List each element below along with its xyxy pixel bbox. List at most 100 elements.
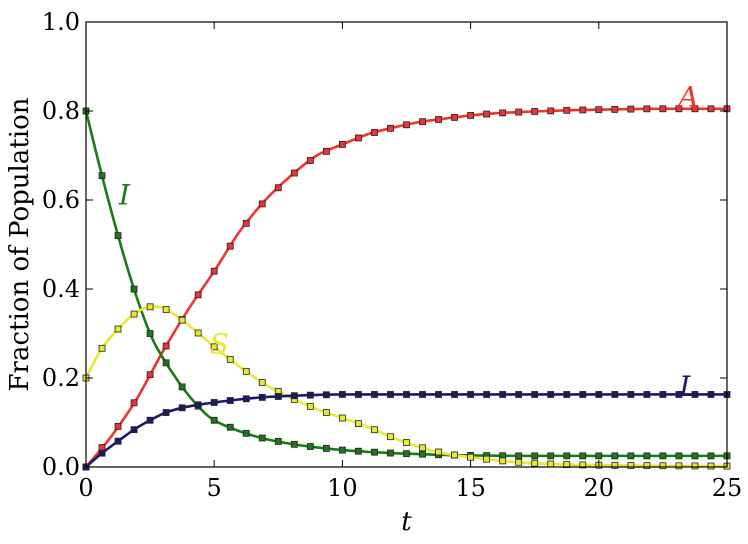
- data-point-a: [659, 105, 667, 113]
- data-point-a: [707, 105, 715, 113]
- data-point-s: [178, 316, 186, 324]
- data-point-l: [499, 391, 507, 398]
- data-point-s: [419, 444, 426, 452]
- data-point-a: [194, 291, 202, 299]
- data-point-s: [547, 460, 555, 468]
- data-point-l: [130, 426, 138, 434]
- data-point-l: [371, 391, 378, 398]
- data-point-i: [338, 446, 346, 454]
- series-line-a: [84, 107, 727, 468]
- data-point-s: [194, 329, 202, 337]
- data-point-a: [643, 105, 651, 113]
- data-point-a: [306, 157, 314, 164]
- data-point-i: [707, 452, 715, 460]
- data-point-s: [579, 461, 587, 469]
- y-tick-label: 0.8: [42, 97, 80, 125]
- series-label-a: A: [675, 81, 698, 114]
- data-point-i: [563, 452, 571, 460]
- data-point-l: [338, 391, 346, 398]
- axis-ticks: [85, 21, 728, 468]
- y-tick-label: 0.6: [42, 186, 80, 214]
- data-point-i: [258, 434, 266, 442]
- data-point-a: [451, 113, 458, 121]
- data-point-s: [387, 433, 394, 441]
- series-markers-a: [82, 105, 731, 471]
- data-point-l: [707, 391, 715, 398]
- data-point-l: [242, 395, 250, 403]
- x-tick-label: 15: [455, 474, 486, 502]
- series-markers: [82, 105, 731, 471]
- data-point-i: [226, 423, 234, 431]
- data-point-l: [483, 391, 491, 398]
- data-point-l: [146, 416, 154, 424]
- data-point-a: [435, 116, 442, 123]
- data-point-s: [483, 455, 491, 463]
- data-point-i: [355, 447, 362, 455]
- data-point-a: [274, 184, 282, 192]
- data-point-a: [210, 267, 218, 275]
- data-point-a: [114, 422, 122, 430]
- data-point-a: [322, 147, 330, 155]
- x-tick-label: 10: [327, 474, 358, 502]
- data-point-l: [226, 397, 234, 404]
- data-point-i: [547, 452, 555, 460]
- series-markers-s: [82, 303, 731, 470]
- data-point-a: [146, 371, 154, 379]
- data-point-a: [579, 106, 587, 114]
- data-point-l: [451, 391, 458, 398]
- data-point-a: [627, 105, 635, 113]
- plot-frame: [85, 21, 728, 468]
- data-point-s: [130, 310, 138, 318]
- data-point-i: [210, 416, 218, 424]
- data-point-s: [467, 453, 475, 461]
- data-point-i: [274, 438, 282, 445]
- data-point-a: [691, 105, 699, 113]
- data-point-i: [531, 452, 539, 460]
- data-point-l: [194, 401, 202, 409]
- data-point-l: [659, 391, 667, 398]
- data-point-i: [643, 452, 651, 460]
- data-point-i: [290, 440, 298, 448]
- data-point-a: [515, 108, 523, 116]
- data-point-s: [451, 451, 458, 459]
- series-label-i: I: [118, 179, 131, 212]
- data-point-i: [242, 429, 250, 437]
- data-point-l: [162, 409, 170, 416]
- data-point-i: [114, 232, 122, 240]
- series-line-s: [84, 305, 728, 468]
- data-point-a: [483, 110, 491, 118]
- data-point-l: [547, 391, 555, 398]
- x-tick-label: 5: [207, 474, 222, 502]
- data-point-i: [595, 452, 603, 460]
- data-point-l: [595, 391, 603, 398]
- data-point-a: [499, 109, 507, 117]
- data-point-l: [178, 404, 186, 412]
- series-labels: A I S L: [118, 81, 699, 403]
- data-point-i: [98, 172, 106, 180]
- data-point-a: [98, 444, 106, 451]
- data-point-l: [467, 391, 475, 398]
- data-point-i: [611, 452, 619, 460]
- data-point-s: [531, 459, 539, 467]
- data-point-i: [178, 383, 186, 391]
- data-point-l: [611, 391, 619, 398]
- data-point-l: [114, 437, 122, 445]
- data-point-l: [322, 391, 330, 399]
- data-point-l: [355, 391, 362, 398]
- data-point-a: [355, 134, 362, 142]
- data-point-l: [563, 391, 571, 398]
- data-point-l: [403, 391, 410, 398]
- data-point-l: [643, 391, 651, 398]
- data-point-a: [595, 106, 603, 114]
- data-point-l: [98, 449, 106, 457]
- data-point-s: [403, 439, 410, 446]
- data-point-i: [675, 452, 683, 460]
- series-label-s: S: [210, 328, 229, 361]
- data-point-a: [242, 219, 250, 227]
- data-point-l: [306, 391, 314, 399]
- data-point-a: [290, 169, 298, 177]
- data-point-s: [114, 325, 122, 333]
- data-point-l: [691, 391, 699, 398]
- data-point-s: [226, 355, 234, 363]
- x-tick-label: 25: [712, 474, 743, 502]
